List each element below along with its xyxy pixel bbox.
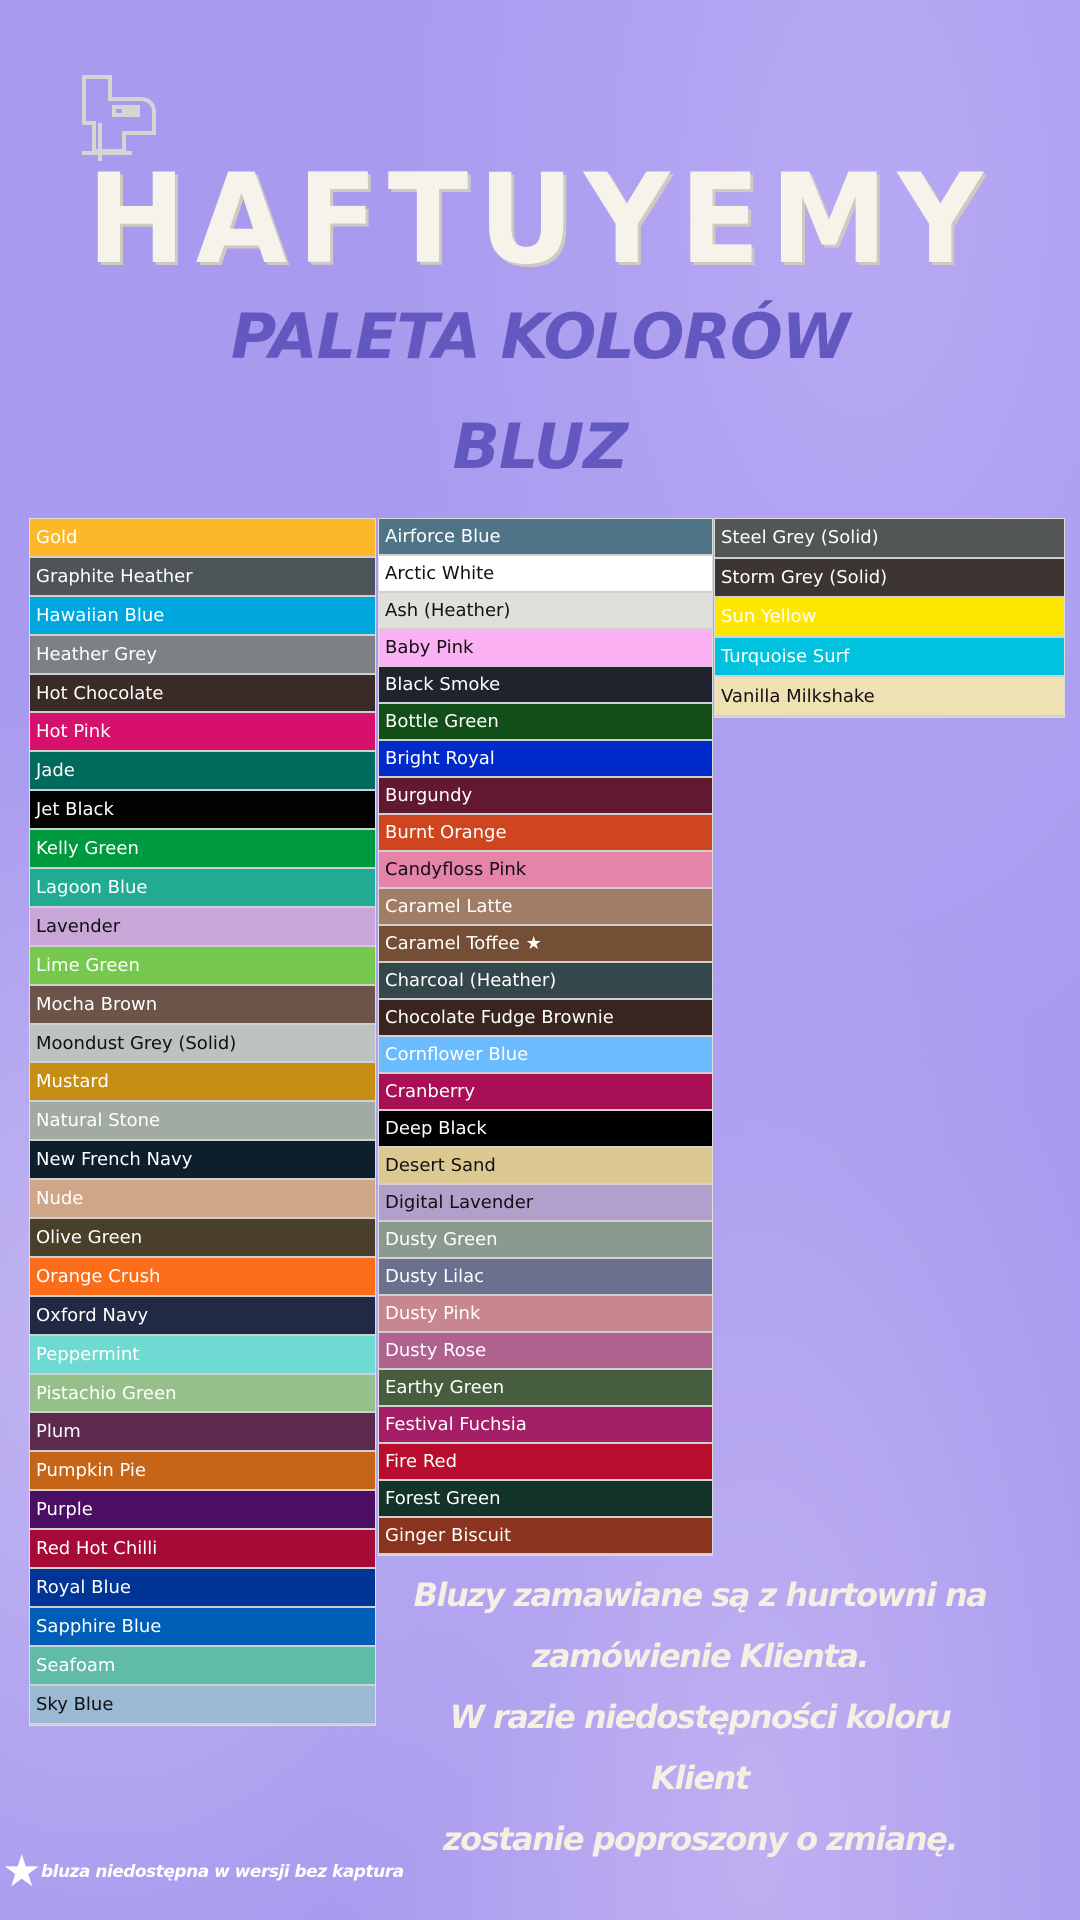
color-swatch: Black Smoke (379, 667, 712, 704)
color-swatch: Royal Blue (30, 1569, 375, 1608)
color-swatch: Lagoon Blue (30, 869, 375, 908)
color-swatch: Heather Grey (30, 635, 375, 675)
subtitle-bluz: BLUZ (452, 410, 629, 483)
color-swatch: Purple (30, 1491, 375, 1531)
color-swatch: Moondust Grey (Solid) (30, 1024, 375, 1064)
color-swatch: Cranberry (379, 1074, 712, 1111)
color-column-3: Steel Grey (Solid) Storm Grey (Solid) Sun … (714, 518, 1065, 718)
color-swatch: Plum (30, 1413, 375, 1453)
color-swatch: Earthy Green (379, 1370, 712, 1407)
color-swatch: Festival Fuchsia (379, 1407, 712, 1444)
color-swatch: Pistachio Green (30, 1374, 375, 1414)
color-swatch: Fire Red (379, 1444, 712, 1481)
brand-title: HAFTUYEMY (87, 146, 993, 292)
color-swatch: Dusty Pink (379, 1296, 712, 1333)
footnote-text: bluza niedostępna w wersji bez kaptura (40, 1862, 404, 1882)
color-swatch: Caramel Latte (379, 889, 712, 926)
note-line: zamówienie Klienta. (531, 1637, 870, 1675)
color-swatch: Mocha Brown (30, 985, 375, 1025)
color-swatch: Hot Chocolate (30, 674, 375, 714)
color-swatch: Lavender (30, 907, 375, 947)
color-column-1: Gold Graphite Heather Hawaiian Blue Heather… (29, 518, 376, 1726)
footnote: ★ bluza niedostępna w wersji bez kaptura (2, 1850, 404, 1894)
color-swatch: Sky Blue (30, 1685, 375, 1725)
color-swatch: Dusty Lilac (379, 1259, 712, 1296)
color-swatch: Hot Pink (30, 713, 375, 753)
color-swatch: Airforce Blue (379, 519, 712, 556)
color-swatch: Hawaiian Blue (30, 596, 375, 636)
color-swatch: Digital Lavender (379, 1185, 712, 1222)
color-swatch: Sun Yellow (715, 598, 1064, 638)
color-swatch: Oxford Navy (30, 1296, 375, 1336)
color-swatch: Pumpkin Pie (30, 1452, 375, 1492)
color-swatch: Dusty Green (379, 1222, 712, 1259)
color-swatch: Jet Black (30, 791, 375, 831)
color-swatch: Storm Grey (Solid) (715, 558, 1064, 599)
color-swatch: New French Navy (30, 1141, 375, 1181)
color-swatch: Kelly Green (30, 830, 375, 870)
note-line: zostanie poproszony o zmianę. (443, 1820, 958, 1858)
color-swatch: Seafoam (30, 1646, 375, 1686)
color-swatch: Chocolate Fudge Brownie (379, 1000, 712, 1037)
color-swatch: Gold (30, 519, 375, 558)
color-swatch: Candyfloss Pink (379, 852, 712, 889)
color-swatch: Caramel Toffee ★ (379, 926, 712, 963)
color-swatch: Nude (30, 1180, 375, 1220)
color-swatch: Peppermint (30, 1335, 375, 1375)
color-swatch: Natural Stone (30, 1102, 375, 1142)
color-swatch: Cornflower Blue (379, 1037, 712, 1074)
subtitle-palette: PALETA KOLORÓW (230, 300, 850, 373)
note-line: W razie niedostępności koloru Klient (449, 1698, 952, 1797)
color-swatch: Baby Pink (379, 630, 712, 667)
color-swatch: Sapphire Blue (30, 1607, 375, 1647)
color-swatch: Ginger Biscuit (379, 1518, 712, 1555)
color-swatch: Jade (30, 752, 375, 792)
color-swatch: Bright Royal (379, 741, 712, 778)
color-swatch: Graphite Heather (30, 557, 375, 597)
star-icon: ★ (2, 1846, 41, 1897)
color-column-2: Airforce Blue Arctic White Ash (Heather) Ba… (378, 518, 713, 1556)
color-swatch: Arctic White (379, 556, 712, 593)
color-swatch: Bottle Green (379, 704, 712, 741)
color-swatch: Ash (Heather) (379, 593, 712, 630)
color-swatch: Orange Crush (30, 1257, 375, 1297)
color-swatch: Deep Black (379, 1111, 712, 1148)
color-swatch: Vanilla Milkshake (715, 677, 1064, 717)
color-swatch: Forest Green (379, 1481, 712, 1518)
note-line: Bluzy zamawiane są z hurtowni na (413, 1576, 988, 1614)
color-swatch: Lime Green (30, 946, 375, 986)
color-swatch: Red Hot Chilli (30, 1530, 375, 1570)
color-swatch: Mustard (30, 1063, 375, 1103)
color-swatch: Olive Green (30, 1219, 375, 1258)
sewing-machine-logo-icon (82, 75, 156, 161)
color-swatch: Dusty Rose (379, 1333, 712, 1370)
color-swatch: Desert Sand (379, 1148, 712, 1185)
order-note: Bluzy zamawiane są z hurtowni na zamówie… (400, 1565, 1000, 1870)
color-swatch: Charcoal (Heather) (379, 963, 712, 1000)
color-swatch: Burgundy (379, 778, 712, 815)
color-swatch: Turquoise Surf (715, 637, 1064, 678)
color-swatch: Burnt Orange (379, 815, 712, 852)
color-swatch: Steel Grey (Solid) (715, 519, 1064, 559)
